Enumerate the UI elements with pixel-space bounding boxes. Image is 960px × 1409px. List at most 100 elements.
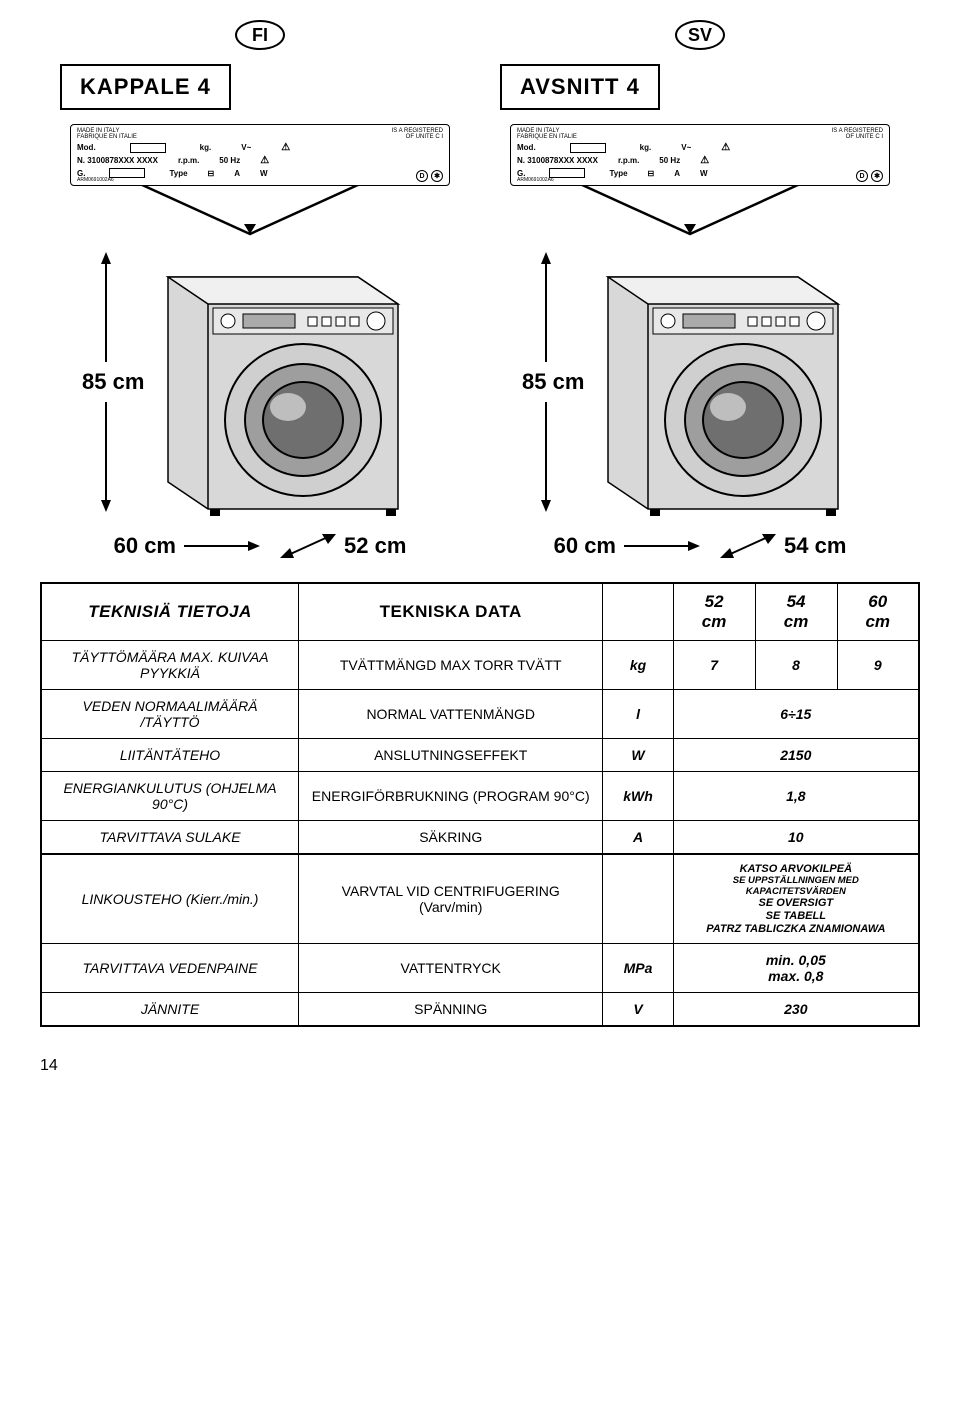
table-row: TARVITTAVA VEDENPAINE VATTENTRYCK MPa mi…: [41, 944, 919, 993]
height-label-right: 85 cm: [522, 370, 584, 393]
row-fi: VEDEN NORMAALIMÄÄRÄ /TÄYTTÖ: [41, 690, 299, 739]
pointer-left: [100, 184, 380, 248]
row-sv: ENERGIFÖRBRUKNING (PROGRAM 90°C): [299, 772, 603, 821]
table-row: VEDEN NORMAALIMÄÄRÄ /TÄYTTÖ NORMAL VATTE…: [41, 690, 919, 739]
d-mark-icon: D: [856, 170, 868, 182]
header-col-52: 52 cm: [673, 583, 755, 641]
row-note-cell: KATSO ARVOKILPEÄ SE UPPSTÄLLNINGEN MED K…: [673, 854, 919, 944]
plate-serial: 3100878XXX XXXX: [87, 156, 158, 165]
plate-bottom-code: ARM0691002A6: [517, 177, 554, 183]
warning-triangle-icon: ⚠: [700, 155, 709, 166]
row-fi: JÄNNITE: [41, 993, 299, 1027]
cert-mark-icon: ✱: [871, 170, 883, 182]
plate-kg: kg.: [200, 143, 212, 152]
row-val: 8: [755, 641, 837, 690]
note-line: KATSO ARVOKILPEÄ: [684, 863, 908, 876]
plate-hz: 50 Hz: [219, 156, 240, 165]
row-unit: V: [603, 993, 673, 1027]
plate-mod: Mod.: [517, 143, 536, 152]
row-sv: VARVTAL VID CENTRIFUGERING (Varv/min): [299, 854, 603, 944]
plate-registered2: OF UNITE C I: [832, 134, 883, 140]
rating-plate-right: MADE IN ITALY FABRIQUE EN ITALIE IS A RE…: [510, 124, 890, 186]
row-sv: SPÄNNING: [299, 993, 603, 1027]
width-dim-left: 60 cm: [114, 533, 260, 559]
row-fi: ENERGIANKULUTUS (OHJELMA 90°C): [41, 772, 299, 821]
row-val: 10: [673, 821, 919, 855]
row-unit: [603, 854, 673, 944]
table-row: TARVITTAVA SULAKE SÄKRING A 10: [41, 821, 919, 855]
width-dim-right: 60 cm: [554, 533, 700, 559]
header-fi: TEKNISIÄ TIETOJA: [41, 583, 299, 641]
plate-mod: Mod.: [77, 143, 96, 152]
row-fi: LINKOUSTEHO (Kierr./min.): [41, 854, 299, 944]
figure-left: MADE IN ITALY FABRIQUE EN ITALIE IS A RE…: [40, 124, 480, 564]
plate-serial: 3100878XXX XXXX: [527, 156, 598, 165]
header-col-60: 60 cm: [837, 583, 919, 641]
plate-v: V~: [681, 143, 691, 152]
row-fi: TÄYTTÖMÄÄRA MAX. KUIVAA PYYKKIÄ: [41, 641, 299, 690]
row-val: 2150: [673, 739, 919, 772]
row-unit: kg: [603, 641, 673, 690]
plate-hz: 50 Hz: [659, 156, 680, 165]
width-label-right: 60 cm: [554, 533, 616, 559]
lang-badge-sv: SV: [675, 20, 725, 50]
page-number: 14: [40, 1057, 920, 1075]
plate-n: N.: [517, 156, 525, 165]
lang-badge-fi: FI: [235, 20, 285, 50]
depth-dim-left: 52 cm: [280, 528, 406, 564]
table-row: ENERGIANKULUTUS (OHJELMA 90°C) ENERGIFÖR…: [41, 772, 919, 821]
plate-marks: D ✱: [856, 170, 883, 182]
bottom-dims-right: 60 cm 54 cm: [554, 528, 847, 564]
row-unit: W: [603, 739, 673, 772]
right-section: AVSNITT 4: [480, 56, 920, 110]
table-row: JÄNNITE SPÄNNING V 230: [41, 993, 919, 1027]
note-line: SE TABELL: [684, 910, 908, 923]
row-sv: SÄKRING: [299, 821, 603, 855]
plate-rpm: r.p.m.: [178, 156, 199, 165]
plate-type: Type: [609, 169, 627, 178]
plate-rpm: r.p.m.: [618, 156, 639, 165]
height-label-left: 85 cm: [82, 370, 144, 393]
plate-a: A: [674, 169, 680, 178]
left-section: KAPPALE 4: [40, 56, 480, 110]
plate-w: W: [260, 169, 268, 178]
left-column-header: FI: [40, 20, 480, 50]
table-row: LINKOUSTEHO (Kierr./min.) VARVTAL VID CE…: [41, 854, 919, 944]
plate-n: N.: [77, 156, 85, 165]
right-column-header: SV: [480, 20, 920, 50]
section-title-sv: AVSNITT 4: [500, 64, 660, 110]
plate-bottom-code: ARM0691002A6: [77, 177, 114, 183]
row-sv: NORMAL VATTENMÄNGD: [299, 690, 603, 739]
table-header-row: TEKNISIÄ TIETOJA TEKNISKA DATA 52 cm 54 …: [41, 583, 919, 641]
row-unit: MPa: [603, 944, 673, 993]
plate-fabrique: FABRIQUE EN ITALIE: [517, 134, 577, 140]
warning-triangle-icon: ⚠: [721, 142, 730, 153]
row-val: 9: [837, 641, 919, 690]
plate-w: W: [700, 169, 708, 178]
plate-type: Type: [169, 169, 187, 178]
table-row: LIITÄNTÄTEHO ANSLUTNINGSEFFEKT W 2150: [41, 739, 919, 772]
row-val: 7: [673, 641, 755, 690]
plate-marks: D ✱: [416, 170, 443, 182]
plate-fabrique: FABRIQUE EN ITALIE: [77, 134, 137, 140]
row-sv: TVÄTTMÄNGD MAX TORR TVÄTT: [299, 641, 603, 690]
row-val: 230: [673, 993, 919, 1027]
warning-triangle-icon: ⚠: [260, 155, 269, 166]
note-line: SE UPPSTÄLLNINGEN MED KAPACITETSVÄRDEN: [684, 876, 908, 898]
width-label-left: 60 cm: [114, 533, 176, 559]
row-sv: ANSLUTNINGSEFFEKT: [299, 739, 603, 772]
plate-v: V~: [241, 143, 251, 152]
row-fi: LIITÄNTÄTEHO: [41, 739, 299, 772]
plate-registered2: OF UNITE C I: [392, 134, 443, 140]
note-line: PATRZ TABLICZKA ZNAMIONAWA: [684, 923, 908, 936]
header-col-54: 54 cm: [755, 583, 837, 641]
rating-plate-left: MADE IN ITALY FABRIQUE EN ITALIE IS A RE…: [70, 124, 450, 186]
depth-label-left: 52 cm: [344, 533, 406, 559]
row-unit: A: [603, 821, 673, 855]
row-unit: kWh: [603, 772, 673, 821]
language-header-row: FI SV: [40, 20, 920, 50]
depth-dim-right: 54 cm: [720, 528, 846, 564]
plate-a: A: [234, 169, 240, 178]
section-title-row: KAPPALE 4 AVSNITT 4: [40, 56, 920, 110]
row-fi: TARVITTAVA SULAKE: [41, 821, 299, 855]
